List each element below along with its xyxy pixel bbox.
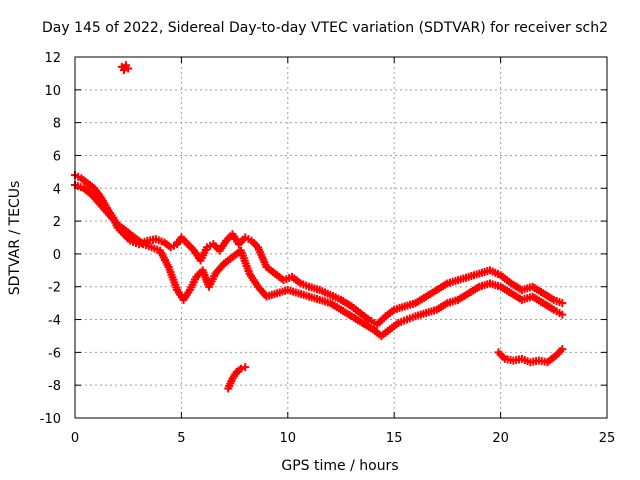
x-tick-label: 15 [386, 431, 403, 446]
plus-markers [71, 180, 567, 340]
x-tick-label: 25 [599, 431, 616, 446]
y-axis-title: SDTVAR / TECUs [7, 181, 23, 296]
plus-markers [224, 363, 250, 393]
y-tick-label: 0 [53, 248, 61, 263]
x-tick-label: 20 [492, 431, 509, 446]
series-main-lower-trace [71, 180, 567, 340]
x-tick-label: 0 [71, 431, 79, 446]
y-tick-label: 8 [53, 117, 61, 132]
plus-markers [117, 61, 133, 75]
grid-lines [75, 57, 607, 418]
series-main-upper-trace [71, 171, 567, 329]
x-tick-label: 10 [280, 431, 297, 446]
series-isolated-segment-20h [494, 345, 567, 367]
y-tick-label: 10 [44, 84, 61, 99]
y-tick-label: -6 [48, 346, 61, 361]
y-tick-labels: 12 10 8 6 4 2 0 -2 -4 -6 -8 -10 [40, 51, 61, 427]
chart-title: Day 145 of 2022, Sidereal Day-to-day VTE… [42, 20, 608, 36]
y-tick-label: 2 [53, 215, 61, 230]
plus-markers [71, 171, 567, 329]
series-isolated-segment-7h [224, 363, 250, 393]
y-tick-label: -4 [48, 314, 61, 329]
y-tick-label: -2 [48, 281, 61, 296]
y-tick-label: -8 [48, 379, 61, 394]
y-tick-label: 6 [53, 149, 61, 164]
data-series [71, 61, 567, 393]
plot-frame [74, 56, 608, 419]
y-tick-label: 4 [53, 182, 61, 197]
series-outlier-early [117, 61, 133, 75]
x-tick-label: 5 [177, 431, 185, 446]
x-tick-labels: 0 5 10 15 20 25 [71, 431, 615, 446]
y-tick-label: 12 [44, 51, 61, 66]
x-axis-title: GPS time / hours [281, 458, 398, 474]
y-tick-label: -10 [40, 412, 61, 427]
plus-markers [494, 345, 567, 367]
